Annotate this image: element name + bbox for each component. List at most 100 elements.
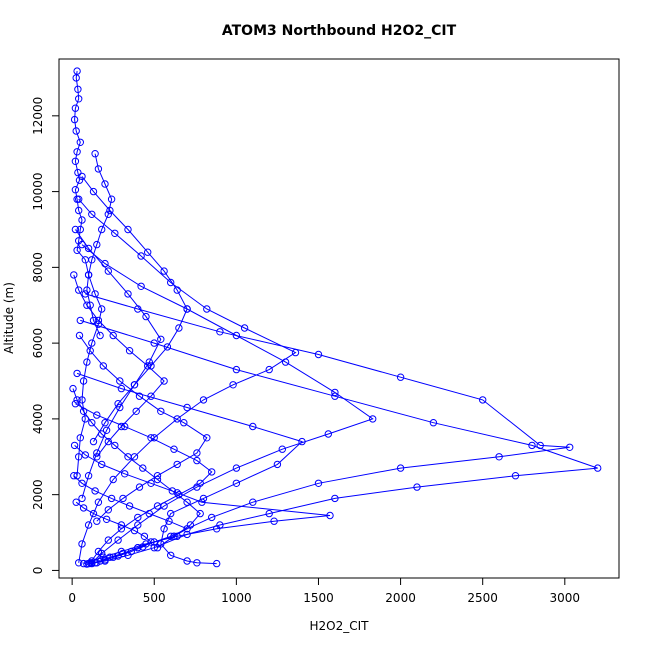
y-tick-label: 0: [31, 567, 45, 575]
series-12: [78, 172, 191, 446]
data-point: [147, 392, 155, 400]
data-point: [167, 278, 175, 287]
data-point: [167, 509, 175, 518]
data-point: [157, 407, 165, 415]
data-point: [168, 487, 177, 495]
data-point: [88, 339, 96, 347]
data-point: [116, 403, 124, 412]
data-point: [193, 559, 201, 567]
data-point: [79, 377, 88, 385]
data-point: [91, 150, 99, 158]
data-point: [119, 494, 127, 503]
data-point: [109, 475, 117, 484]
data-point: [114, 400, 122, 408]
data-point: [102, 426, 111, 434]
series-15: [75, 331, 211, 525]
data-point: [76, 138, 85, 147]
series-line: [72, 388, 201, 549]
data-point: [93, 240, 101, 249]
data-point: [71, 104, 80, 112]
data-point: [75, 206, 83, 215]
data-point: [203, 434, 211, 442]
data-point: [75, 195, 83, 203]
data-point: [89, 437, 98, 446]
data-point: [83, 560, 91, 568]
data-point: [173, 460, 181, 469]
data-point: [135, 392, 144, 400]
data-point: [134, 521, 142, 529]
data-point: [75, 176, 84, 184]
data-point: [114, 552, 122, 560]
data-point: [125, 502, 134, 510]
data-point: [78, 240, 86, 249]
data-point: [163, 343, 172, 351]
data-point: [78, 396, 86, 404]
x-tick-label: 0: [68, 591, 76, 605]
data-point: [528, 441, 536, 450]
data-point: [137, 282, 145, 290]
data-point: [139, 543, 147, 551]
series-6: [73, 369, 306, 568]
data-point: [160, 525, 168, 533]
x-tick-label: 2000: [385, 591, 416, 605]
series-line: [78, 198, 297, 563]
data-point: [249, 498, 257, 506]
data-point: [153, 544, 162, 552]
data-point: [594, 464, 602, 472]
series-line: [80, 319, 598, 565]
series-5: [76, 316, 602, 568]
data-point: [78, 216, 86, 224]
series-2: [75, 195, 300, 567]
data-point: [89, 509, 98, 518]
series-8: [70, 441, 334, 568]
data-point: [145, 358, 154, 366]
data-point: [183, 305, 191, 313]
data-point: [84, 244, 93, 253]
data-point: [232, 365, 241, 374]
data-point: [79, 504, 88, 512]
data-point: [101, 556, 109, 564]
data-point: [73, 396, 81, 404]
data-point: [144, 362, 152, 370]
data-point: [78, 479, 86, 487]
series-line: [81, 176, 188, 442]
data-point: [331, 392, 339, 400]
data-point: [70, 115, 79, 124]
data-point: [144, 248, 152, 256]
data-point: [160, 267, 168, 275]
data-point: [101, 419, 109, 427]
data-point: [147, 538, 155, 546]
data-point: [153, 475, 162, 484]
data-point: [98, 460, 106, 469]
data-point: [72, 74, 80, 82]
data-point: [94, 547, 103, 556]
series-layer: [69, 67, 602, 568]
y-axis: 0 2000 4000 6000 8000 10000 12000: [31, 97, 60, 575]
data-point: [331, 494, 339, 503]
y-axis-label: Altitude (m): [2, 282, 16, 354]
data-point: [199, 396, 208, 404]
y-tick-label: 4000: [31, 404, 45, 435]
data-point: [396, 464, 405, 472]
series-line: [79, 335, 208, 522]
data-point: [73, 369, 81, 378]
data-point: [111, 229, 119, 238]
data-point: [183, 530, 191, 539]
data-point: [73, 67, 81, 75]
data-point: [98, 430, 106, 438]
data-point: [167, 551, 175, 559]
data-point: [314, 350, 323, 359]
data-point: [114, 536, 122, 544]
data-point: [74, 85, 82, 94]
data-point: [91, 487, 99, 495]
series-13: [71, 225, 165, 503]
data-point: [270, 517, 278, 525]
data-point: [249, 422, 257, 431]
data-point: [240, 324, 249, 332]
data-point: [75, 95, 83, 103]
y-tick-label: 8000: [31, 252, 45, 283]
data-point: [170, 532, 178, 540]
data-point: [73, 148, 81, 156]
data-point: [124, 225, 132, 234]
